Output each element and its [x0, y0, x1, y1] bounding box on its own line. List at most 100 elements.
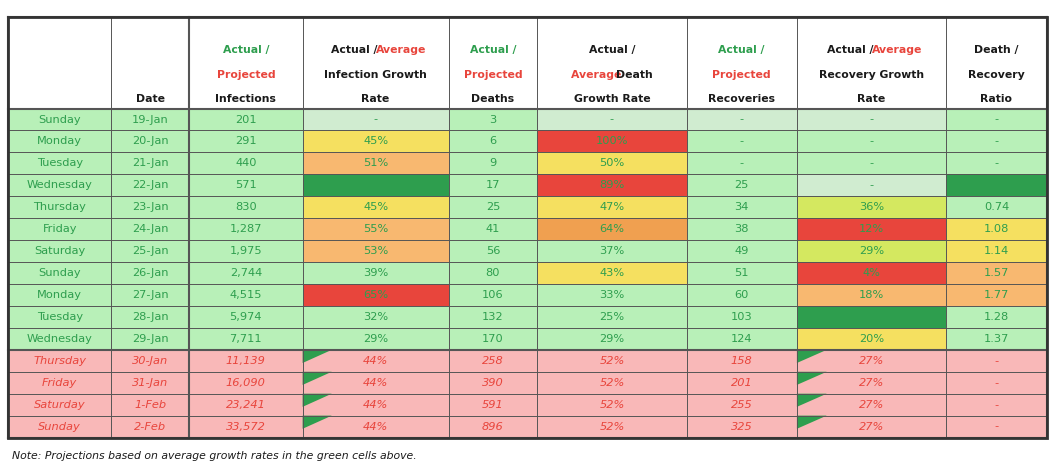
Bar — [797, 372, 946, 394]
Bar — [946, 328, 1047, 350]
Bar — [946, 240, 1047, 262]
Text: -: - — [994, 159, 998, 169]
Text: Friday: Friday — [42, 378, 78, 388]
Bar — [797, 109, 946, 130]
Polygon shape — [797, 416, 827, 429]
Bar — [303, 240, 448, 262]
Text: 25-Jan: 25-Jan — [132, 246, 168, 256]
Text: 31-Jan: 31-Jan — [132, 378, 168, 388]
Text: 36%: 36% — [859, 202, 884, 212]
Text: 390: 390 — [482, 378, 504, 388]
Text: 37%: 37% — [600, 246, 625, 256]
Bar — [112, 328, 189, 350]
Text: 103: 103 — [731, 312, 752, 322]
Text: Recoveries: Recoveries — [708, 94, 775, 104]
Text: Thursday: Thursday — [34, 202, 86, 212]
Text: 1.28: 1.28 — [984, 312, 1009, 322]
Bar — [946, 218, 1047, 240]
Bar — [112, 262, 189, 284]
Bar — [8, 328, 112, 350]
Text: -: - — [994, 400, 998, 410]
Bar — [189, 372, 303, 394]
Text: Wednesday: Wednesday — [27, 180, 93, 190]
Text: -: - — [869, 180, 873, 190]
Text: 830: 830 — [235, 202, 257, 212]
Text: 100%: 100% — [595, 136, 628, 146]
Bar — [797, 130, 946, 152]
Text: 17: 17 — [486, 180, 500, 190]
Text: 44%: 44% — [363, 378, 388, 388]
Text: 27%: 27% — [858, 356, 884, 366]
Text: 1,287: 1,287 — [229, 224, 262, 234]
Bar — [8, 394, 112, 416]
Bar — [303, 416, 448, 438]
Text: 27-Jan: 27-Jan — [132, 290, 168, 300]
Text: -: - — [740, 159, 744, 169]
Text: Actual /: Actual / — [330, 45, 381, 55]
Text: 49: 49 — [734, 246, 749, 256]
Bar — [189, 240, 303, 262]
Bar — [448, 218, 538, 240]
Bar — [797, 394, 946, 416]
Text: 47%: 47% — [600, 202, 625, 212]
Text: -: - — [994, 421, 998, 431]
Text: 39%: 39% — [363, 268, 388, 278]
Bar — [538, 152, 687, 174]
Bar — [112, 306, 189, 328]
Bar — [303, 196, 448, 218]
Bar — [189, 152, 303, 174]
Bar — [8, 174, 112, 196]
Text: -: - — [994, 378, 998, 388]
Text: -: - — [994, 356, 998, 366]
Bar — [687, 109, 797, 130]
Text: 21-Jan: 21-Jan — [132, 159, 168, 169]
Bar — [687, 372, 797, 394]
Bar — [303, 174, 448, 196]
Text: 27%: 27% — [858, 421, 884, 431]
Polygon shape — [797, 394, 827, 407]
Bar — [448, 196, 538, 218]
Text: 53%: 53% — [363, 246, 388, 256]
Text: 25: 25 — [486, 202, 500, 212]
Bar — [946, 196, 1047, 218]
Text: Death /: Death / — [974, 45, 1018, 55]
Text: 44%: 44% — [363, 421, 388, 431]
Polygon shape — [303, 350, 331, 363]
Bar — [303, 284, 448, 306]
Text: -: - — [994, 115, 998, 125]
Text: 7,711: 7,711 — [229, 334, 262, 344]
Text: Monday: Monday — [37, 136, 82, 146]
Text: 18%: 18% — [858, 290, 884, 300]
Bar — [687, 240, 797, 262]
Text: 571: 571 — [235, 180, 257, 190]
Text: Sunday: Sunday — [39, 115, 81, 125]
Bar — [687, 262, 797, 284]
Text: 44%: 44% — [363, 356, 388, 366]
Text: 11,139: 11,139 — [226, 356, 266, 366]
Text: 28-Jan: 28-Jan — [132, 312, 168, 322]
Bar — [448, 174, 538, 196]
Text: 45%: 45% — [363, 136, 388, 146]
Text: 1.77: 1.77 — [984, 290, 1009, 300]
Text: Friday: Friday — [42, 224, 77, 234]
Bar — [303, 109, 448, 130]
Text: 1.14: 1.14 — [984, 246, 1009, 256]
Bar — [687, 174, 797, 196]
Bar — [448, 152, 538, 174]
Text: 591: 591 — [482, 400, 504, 410]
Polygon shape — [303, 394, 331, 407]
Text: 29%: 29% — [363, 334, 388, 344]
Bar — [946, 262, 1047, 284]
Bar — [112, 196, 189, 218]
Text: 22-Jan: 22-Jan — [132, 180, 168, 190]
Bar — [946, 350, 1047, 372]
Text: 19-Jan: 19-Jan — [132, 115, 168, 125]
Text: -: - — [740, 115, 744, 125]
Text: Sunday: Sunday — [39, 268, 81, 278]
Text: 258: 258 — [482, 356, 504, 366]
Text: 52%: 52% — [600, 421, 625, 431]
Bar — [8, 218, 112, 240]
Text: 89%: 89% — [600, 180, 625, 190]
Text: 1,975: 1,975 — [229, 246, 262, 256]
Bar — [8, 284, 112, 306]
